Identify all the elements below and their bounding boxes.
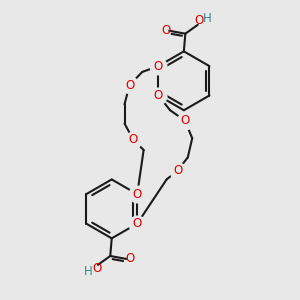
- Text: O: O: [173, 164, 182, 177]
- Text: O: O: [125, 79, 134, 92]
- Text: O: O: [180, 114, 190, 127]
- Text: O: O: [133, 217, 142, 230]
- Text: O: O: [133, 188, 142, 201]
- Text: O: O: [161, 24, 170, 37]
- Text: O: O: [154, 89, 163, 102]
- Text: O: O: [125, 252, 135, 266]
- Text: O: O: [129, 133, 138, 146]
- Text: H: H: [84, 265, 92, 278]
- Text: O: O: [194, 14, 203, 27]
- Text: H: H: [203, 12, 212, 25]
- Text: O: O: [154, 60, 163, 73]
- Text: O: O: [92, 262, 101, 275]
